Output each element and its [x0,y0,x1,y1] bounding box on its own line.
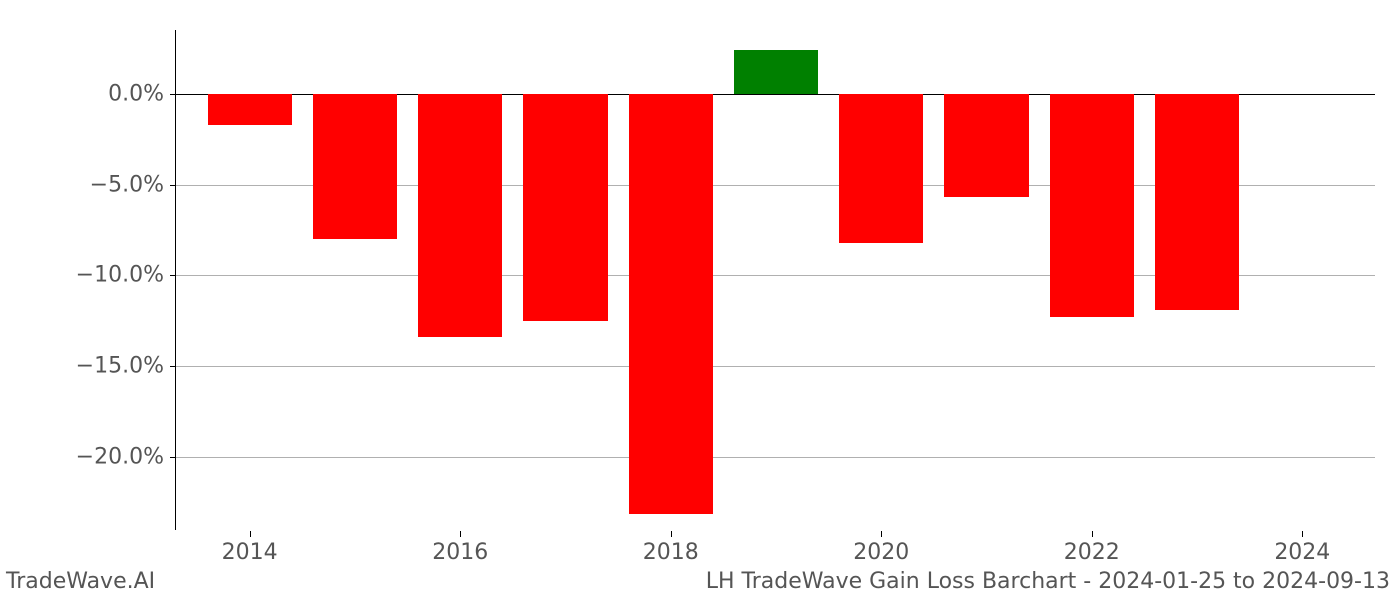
bar [944,94,1028,198]
x-tick-label: 2018 [643,530,699,565]
y-tick-label: 0.0% [108,81,176,106]
footer-left-branding: TradeWave.AI [6,569,155,594]
footer-right-caption: LH TradeWave Gain Loss Barchart - 2024-0… [706,569,1390,594]
gridline [176,366,1375,367]
bar [1050,94,1134,318]
y-tick-label: −5.0% [90,172,176,197]
bar [418,94,502,338]
bar [1155,94,1239,310]
bar [839,94,923,243]
x-tick-label: 2014 [222,530,278,565]
x-tick-label: 2020 [853,530,909,565]
x-tick-label: 2016 [432,530,488,565]
bar [313,94,397,239]
y-tick-label: −15.0% [76,354,176,379]
y-tick-label: −20.0% [76,445,176,470]
chart-container: 0.0% −5.0% −10.0% −15.0% −20.0% 2014 2016 2018 2… [0,0,1400,600]
plot-area: 0.0%−5.0%−10.0%−15.0%−20.0%2014201620182… [175,30,1375,530]
bar [629,94,713,514]
bar [208,94,292,125]
bar [523,94,607,321]
y-tick-label: −10.0% [76,263,176,288]
bar [734,50,818,94]
x-tick-label: 2024 [1274,530,1330,565]
gridline [176,457,1375,458]
x-tick-label: 2022 [1064,530,1120,565]
